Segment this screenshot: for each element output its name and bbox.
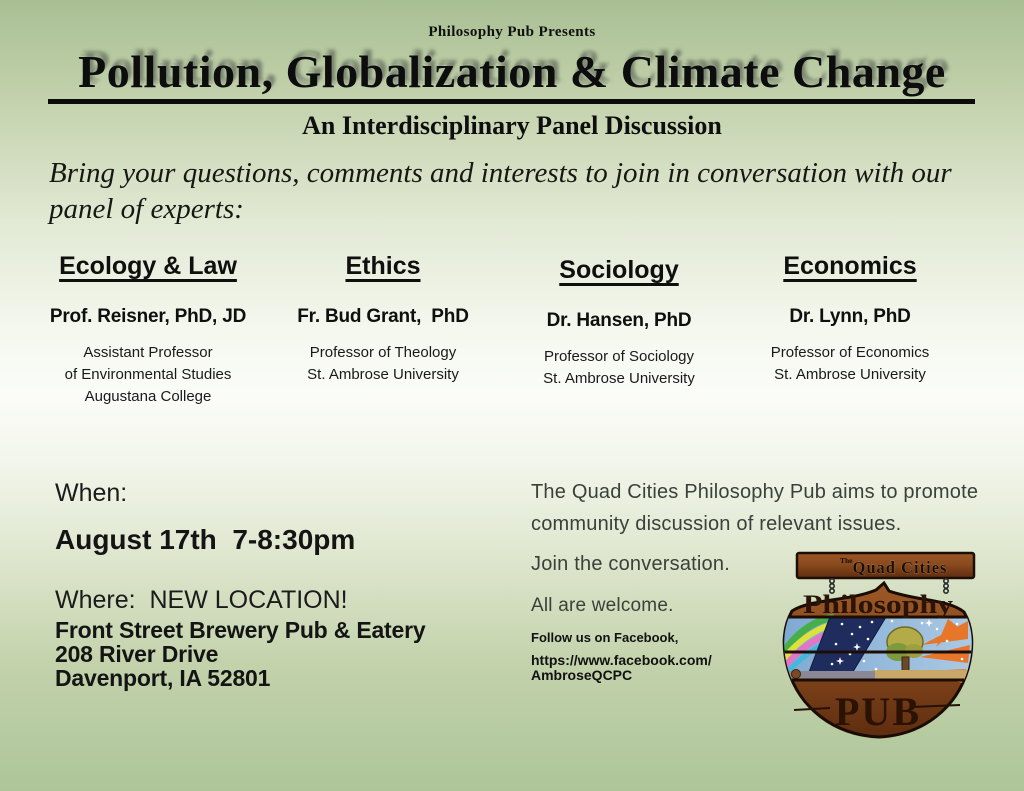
panelist-details: Professor of Theology St. Ambrose Univer… <box>290 342 476 386</box>
panelist-detail-line: Professor of Theology <box>309 344 457 361</box>
panelist-detail-line: of Environmental Studies <box>64 366 232 383</box>
about-line-2: community discussion of relevant issues. <box>531 513 902 535</box>
intro-paragraph: Bring your questions, comments and inter… <box>49 155 979 227</box>
panelist-name: Dr. Lynn, PhD <box>789 306 911 327</box>
kicker-text: Philosophy Pub Presents <box>428 24 596 40</box>
logo-plank-prefix: The <box>840 556 853 565</box>
logo-chain-left <box>828 577 835 594</box>
panelist-detail-line: St. Ambrose University <box>307 366 459 383</box>
logo-chain-right <box>943 577 950 594</box>
panelist-detail-line: Professor of Economics <box>770 344 930 361</box>
panelist-detail-line: Augustana College <box>84 388 212 405</box>
logo-pub-text: PUB <box>835 689 921 734</box>
facebook-url-line-2: AmbroseQCPC <box>531 667 633 683</box>
facebook-url-line-1: https://www.facebook.com/ <box>531 652 712 668</box>
panelist-name: Prof. Reisner, PhD, JD <box>49 306 247 327</box>
panelist-detail-line: St. Ambrose University <box>543 370 695 387</box>
stars-shapes <box>830 619 964 671</box>
where-label: Where: NEW LOCATION! <box>55 586 348 614</box>
tree-shape <box>886 626 924 681</box>
title-underline <box>48 99 975 104</box>
panel-field-heading: Sociology <box>559 256 679 284</box>
intro-line-2: panel of experts: <box>49 193 244 225</box>
event-subtitle: An Interdisciplinary Panel Discussion <box>302 111 722 140</box>
panel-field-heading: Ethics <box>345 252 421 280</box>
venue-name: Front Street Brewery Pub & Eatery <box>55 617 426 643</box>
panel-field-heading: Economics <box>783 252 917 280</box>
panelist-details: Assistant Professor of Environmental Stu… <box>40 342 256 408</box>
panelist-detail-line: St. Ambrose University <box>774 366 926 383</box>
facebook-label: Follow us on Facebook, <box>531 630 679 645</box>
panelist-details: Professor of Economics St. Ambrose Unive… <box>754 342 946 386</box>
about-line-1: The Quad Cities Philosophy Pub aims to p… <box>531 481 979 503</box>
panelist-column-ecology-law: Ecology & Law Prof. Reisner, PhD, JD Ass… <box>40 252 256 408</box>
landscape-strip <box>784 669 972 680</box>
panelist-column-sociology: Sociology Dr. Hansen, PhD Professor of S… <box>524 252 714 390</box>
logo-plank-text: Quad Cities <box>853 558 948 577</box>
join-line: Join the conversation. <box>531 553 730 575</box>
panelist-name: Dr. Hansen, PhD <box>546 310 692 331</box>
venue-address-line-2: Davenport, IA 52801 <box>55 665 271 691</box>
event-title: Pollution, Globalization & Climate Chang… <box>78 46 946 97</box>
plank-seams <box>784 615 972 682</box>
panelist-details: Professor of Sociology St. Ambrose Unive… <box>524 346 714 390</box>
logo-scene <box>784 613 972 685</box>
panelist-column-economics: Economics Dr. Lynn, PhD Professor of Eco… <box>754 252 946 386</box>
figure-shape <box>791 669 801 679</box>
venue-block: Front Street Brewery Pub & Eatery 208 Ri… <box>55 618 495 690</box>
logo-philosophy-text: Philosophy <box>803 590 953 619</box>
panelist-detail-line: Professor of Sociology <box>543 348 695 365</box>
pub-logo: The Quad Cities <box>782 551 976 739</box>
venue-address-line-1: 208 River Drive <box>55 641 219 667</box>
pub-side-lines <box>793 704 961 711</box>
when-value: August 17th 7-8:30pm <box>55 524 356 555</box>
welcome-line: All are welcome. <box>531 595 674 616</box>
when-label: When: <box>55 479 128 507</box>
panelist-column-ethics: Ethics Fr. Bud Grant, PhD Professor of T… <box>290 252 476 386</box>
logo-plank <box>795 551 976 580</box>
panel-field-heading: Ecology & Law <box>59 252 237 280</box>
intro-line-1: Bring your questions, comments and inter… <box>49 157 952 189</box>
panelist-name: Fr. Bud Grant, PhD <box>297 306 469 327</box>
panelist-detail-line: Assistant Professor <box>83 344 213 361</box>
